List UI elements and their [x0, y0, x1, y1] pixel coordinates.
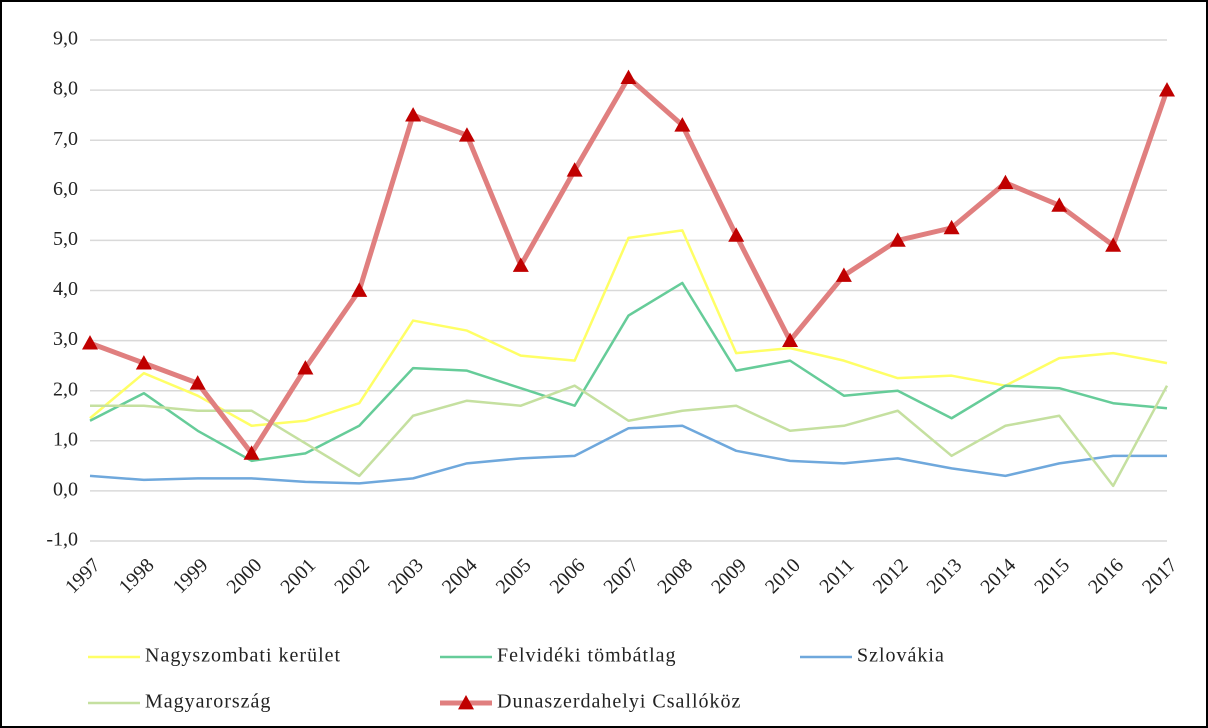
- series-line: [89, 281, 1168, 463]
- y-tick-label: 2,0: [53, 378, 78, 400]
- marker: [889, 232, 906, 247]
- y-tick-label: 3,0: [53, 328, 78, 350]
- y-tick-label: 5,0: [53, 228, 78, 250]
- marker: [512, 257, 529, 272]
- marker: [189, 375, 206, 390]
- legend-label: Magyarország: [145, 691, 271, 713]
- marker: [997, 174, 1014, 190]
- marker: [943, 219, 960, 235]
- marker: [135, 355, 152, 370]
- marker: [351, 282, 368, 297]
- legend-label: Nagyszombati kerület: [145, 645, 341, 667]
- y-tick-label: -1,0: [46, 529, 78, 551]
- y-tick-label: 7,0: [53, 128, 78, 150]
- marker: [458, 127, 475, 142]
- y-tick-label: 0,0: [53, 478, 78, 500]
- series-line: [89, 424, 1167, 485]
- legend-label: Szlovákia: [857, 645, 945, 667]
- marker: [1159, 82, 1175, 97]
- y-tick-label: 9,0: [53, 28, 78, 50]
- marker: [1105, 237, 1122, 252]
- marker: [566, 162, 583, 177]
- marker: [835, 267, 852, 282]
- marker: [728, 227, 745, 242]
- marker: [243, 445, 260, 460]
- marker: [782, 332, 799, 347]
- legend-label: Dunaszerdahelyi Csallóköz: [497, 691, 741, 713]
- marker: [620, 69, 637, 84]
- marker: [1051, 197, 1068, 212]
- marker: [82, 335, 98, 350]
- legend-label: Felvidéki tömbátlag: [497, 645, 677, 667]
- y-tick-label: 4,0: [53, 278, 78, 300]
- marker: [405, 107, 422, 122]
- legend-marker: [458, 695, 474, 710]
- marker: [674, 117, 691, 132]
- marker: [297, 360, 314, 375]
- y-tick-label: 8,0: [53, 78, 78, 100]
- y-tick-label: 1,0: [53, 428, 78, 450]
- y-tick-label: 6,0: [53, 178, 78, 200]
